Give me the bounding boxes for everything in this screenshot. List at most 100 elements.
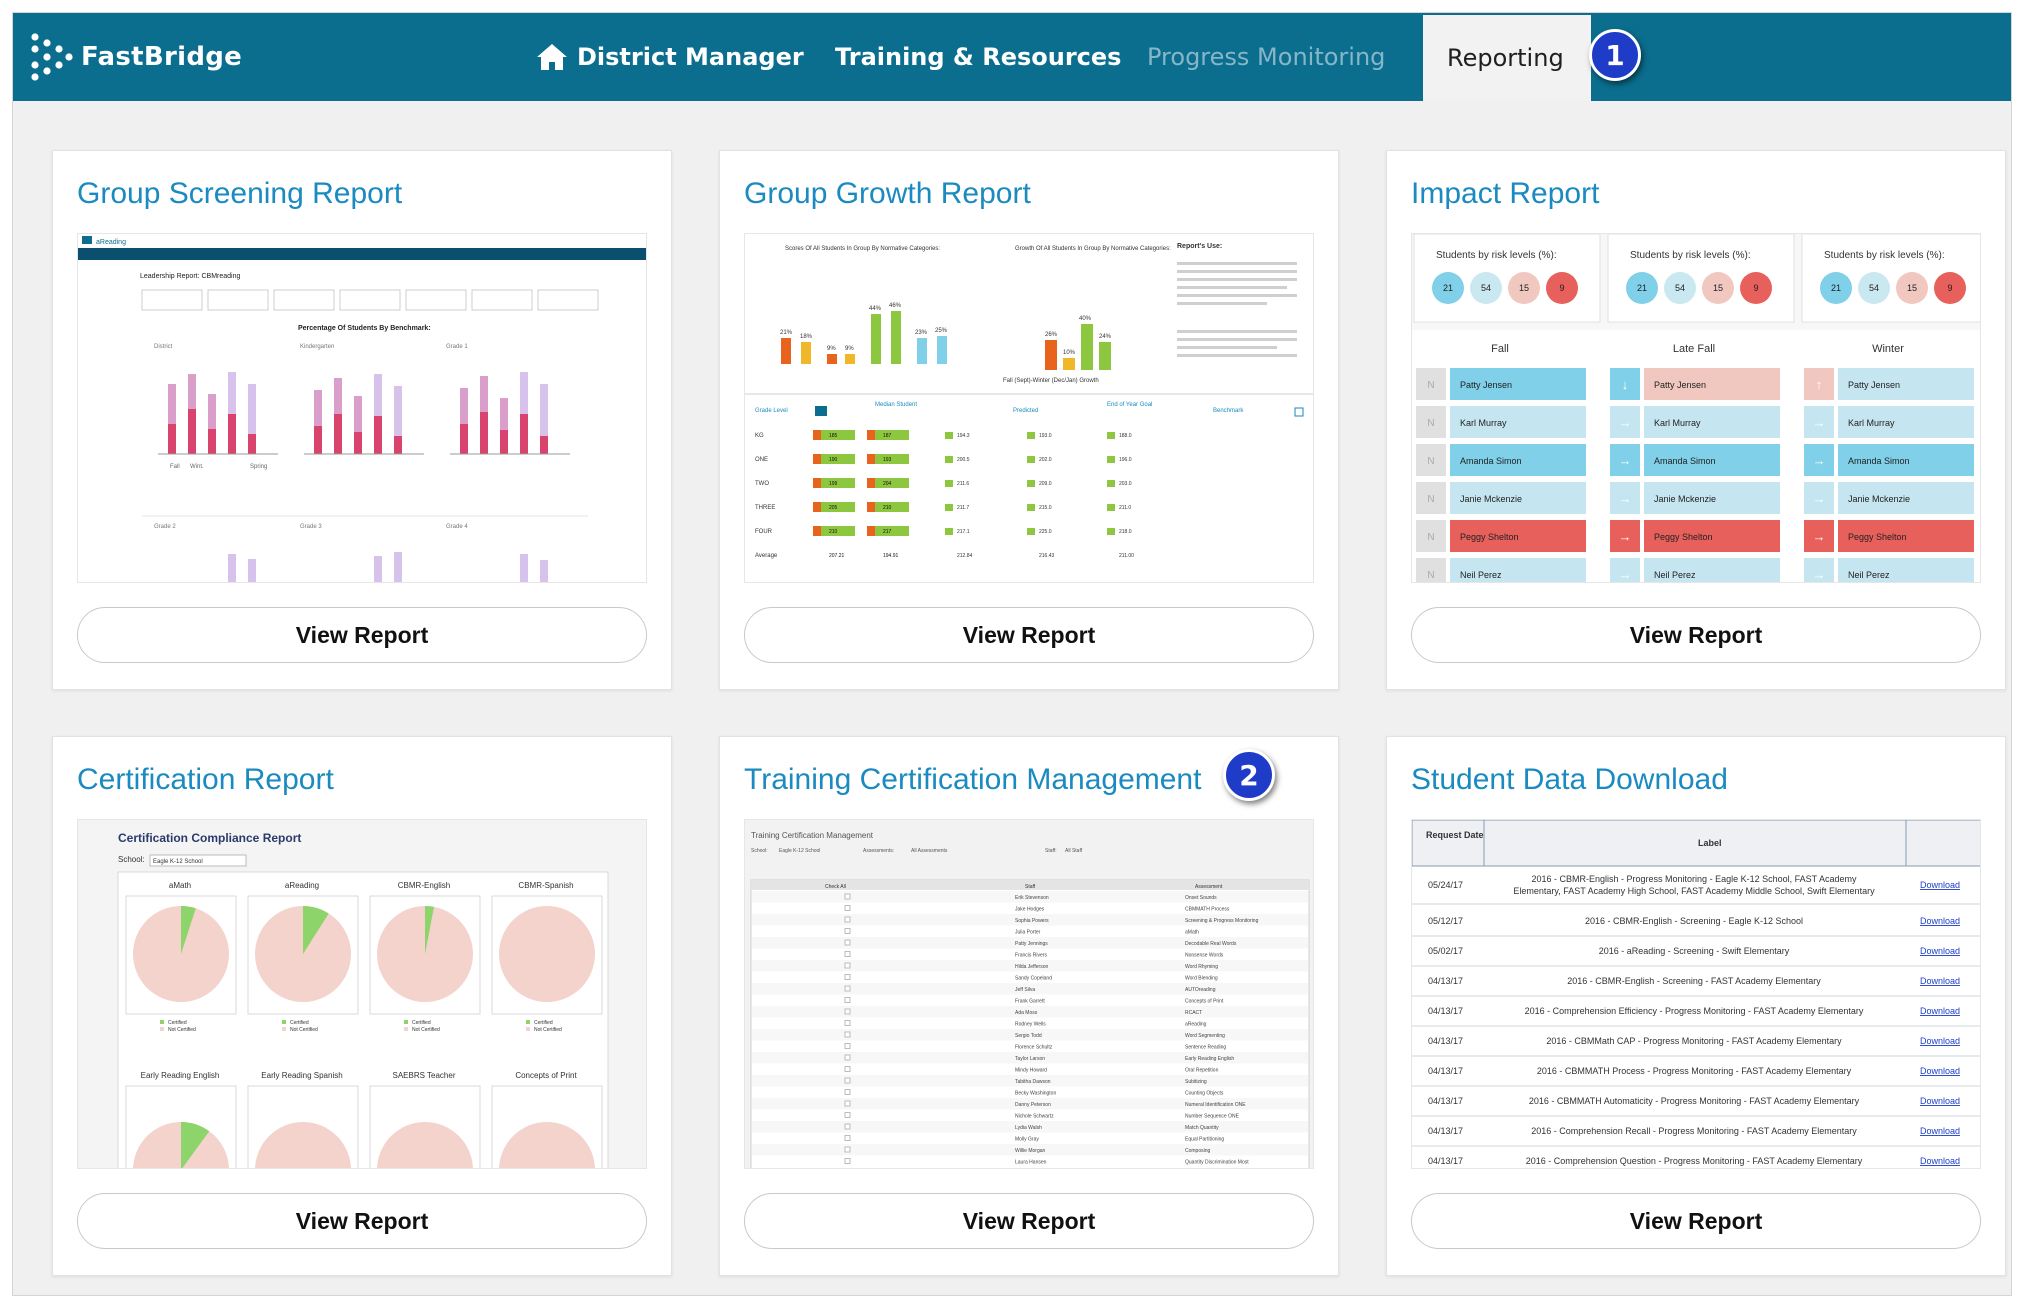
download-label: 2016 - CBMMath CAP - Progress Monitoring… bbox=[1546, 1036, 1842, 1046]
view-report-button[interactable]: View Report bbox=[744, 607, 1314, 663]
growth-fall-value: 207.21 bbox=[829, 553, 845, 559]
training-assessment: Oral Repetition bbox=[1185, 1068, 1219, 1074]
impact-arrow-icon: → bbox=[1813, 415, 1826, 430]
training-row-checkbox[interactable] bbox=[844, 1135, 851, 1141]
download-link[interactable]: Download bbox=[1920, 880, 1960, 890]
cert-legend-swatch bbox=[526, 1020, 530, 1024]
download-table: 05/24/17 2016 - CBMR-English - Progress M… bbox=[1412, 874, 1980, 1166]
training-row-checkbox[interactable] bbox=[844, 1054, 851, 1061]
view-report-button[interactable]: View Report bbox=[1411, 607, 1981, 663]
growth-pred-value: 200.5 bbox=[957, 457, 970, 463]
training-assessment: aReading bbox=[1185, 1022, 1207, 1028]
card-title[interactable]: Impact Report bbox=[1411, 177, 1600, 210]
training-row-checkbox[interactable] bbox=[844, 1146, 851, 1153]
growth-pred-value: 194.3 bbox=[957, 433, 970, 439]
training-row-stripe bbox=[752, 1144, 1308, 1156]
card-impact-report: Impact Report Students by risk levels (%… bbox=[1386, 150, 2006, 690]
view-report-button[interactable]: View Report bbox=[77, 1193, 647, 1249]
training-row-checkbox[interactable] bbox=[844, 893, 851, 900]
nav-training-resources[interactable]: Training & Resources bbox=[835, 13, 1121, 101]
training-row-checkbox[interactable] bbox=[844, 939, 851, 946]
growth-pred-marker bbox=[945, 480, 953, 487]
training-row-checkbox[interactable] bbox=[844, 905, 851, 911]
training-row-checkbox[interactable] bbox=[844, 962, 851, 969]
card-title[interactable]: Group Screening Report bbox=[77, 177, 403, 210]
download-link[interactable]: Download bbox=[1920, 976, 1960, 986]
download-link[interactable]: Download bbox=[1920, 946, 1960, 956]
training-row-stripe bbox=[752, 1052, 1308, 1064]
download-link[interactable]: Download bbox=[1920, 916, 1960, 926]
growth-bench-marker bbox=[1107, 528, 1115, 535]
nav-reporting[interactable]: Reporting bbox=[1423, 15, 1591, 101]
impact-risk-value: 9 bbox=[1559, 283, 1564, 293]
training-row-checkbox[interactable] bbox=[844, 1100, 851, 1107]
download-link[interactable]: Download bbox=[1920, 1156, 1960, 1166]
growth-pred-marker bbox=[945, 528, 953, 535]
cert-legend-swatch bbox=[526, 1027, 530, 1031]
impact-cell-icon bbox=[1416, 482, 1446, 514]
view-report-button[interactable]: View Report bbox=[1411, 1193, 1981, 1249]
training-row-checkbox[interactable] bbox=[844, 1020, 851, 1026]
download-link[interactable]: Download bbox=[1920, 1006, 1960, 1016]
nav-district-manager[interactable]: District Manager bbox=[535, 13, 804, 101]
training-row-checkbox[interactable] bbox=[844, 985, 851, 992]
training-staff-name: Willie Morgan bbox=[1015, 1148, 1046, 1154]
impact-risk-title: Students by risk levels (%): bbox=[1630, 250, 1751, 261]
growth-goal-value: 225.0 bbox=[1039, 529, 1052, 535]
training-row-checkbox[interactable] bbox=[844, 951, 851, 957]
impact-risk-value: 21 bbox=[1637, 283, 1647, 293]
training-row-checkbox[interactable] bbox=[844, 1043, 851, 1049]
training-row-stripe bbox=[752, 983, 1308, 995]
training-row-checkbox[interactable] bbox=[844, 916, 851, 923]
training-row-checkbox[interactable] bbox=[844, 1031, 851, 1038]
student-data-preview-image: Request Date Label 05/24/17 2016 - CBMR-E… bbox=[1412, 820, 1980, 1168]
growth-pred-value: 217.1 bbox=[957, 529, 970, 535]
cert-pie-label: Early Reading Spanish bbox=[261, 1071, 342, 1080]
card-title[interactable]: Group Growth Report bbox=[744, 177, 1031, 210]
card-title[interactable]: Certification Report bbox=[77, 763, 334, 796]
impact-risk-value: 54 bbox=[1481, 283, 1491, 293]
training-row-checkbox[interactable] bbox=[844, 1158, 851, 1164]
training-row-checkbox[interactable] bbox=[844, 928, 851, 934]
cert-pie-label: Early Reading English bbox=[141, 1071, 220, 1080]
impact-risk-circle bbox=[1508, 272, 1540, 304]
card-title[interactable]: Training Certification Management bbox=[744, 763, 1202, 796]
growth-fall-value: 210 bbox=[829, 529, 838, 535]
card-title[interactable]: Student Data Download bbox=[1411, 763, 1728, 796]
cert-pie-label: CBMR-English bbox=[398, 881, 450, 890]
view-report-button[interactable]: View Report bbox=[744, 1193, 1314, 1249]
screening-panel-label: District bbox=[154, 344, 173, 350]
nav-progress-monitoring[interactable]: Progress Monitoring bbox=[1147, 13, 1385, 101]
training-row-checkbox[interactable] bbox=[844, 997, 851, 1003]
growth-winter-bar-low bbox=[867, 502, 875, 512]
impact-student-cell bbox=[1450, 406, 1586, 438]
training-assessment: Composing bbox=[1185, 1148, 1211, 1154]
view-report-button[interactable]: View Report bbox=[77, 607, 647, 663]
growth-grade-label: Average bbox=[755, 553, 778, 559]
download-link[interactable]: Download bbox=[1920, 1036, 1960, 1046]
growth-fall-value: 199 bbox=[829, 481, 838, 487]
training-row-checkbox[interactable] bbox=[844, 1077, 851, 1084]
download-link[interactable]: Download bbox=[1920, 1096, 1960, 1106]
download-label: 2016 - Comprehension Recall - Progress M… bbox=[1531, 1126, 1857, 1136]
impact-student-cell bbox=[1838, 482, 1974, 514]
training-row-checkbox[interactable] bbox=[844, 1123, 851, 1130]
brand-logo[interactable]: FastBridge bbox=[29, 27, 242, 87]
growth-winter-bar-low bbox=[867, 526, 875, 536]
impact-risk-value: 15 bbox=[1519, 283, 1529, 293]
growth-change-value: 24% bbox=[1099, 334, 1112, 340]
cert-pie-label: Concepts of Print bbox=[515, 1071, 577, 1080]
training-row-checkbox[interactable] bbox=[844, 1112, 851, 1118]
training-row-checkbox[interactable] bbox=[844, 1066, 851, 1072]
training-row-checkbox[interactable] bbox=[844, 974, 851, 980]
impact-student-name: Janie Mckenzie bbox=[1460, 494, 1522, 504]
screening-panel-label: Grade 3 bbox=[300, 524, 322, 530]
training-row-checkbox[interactable] bbox=[844, 1089, 851, 1095]
impact-risk-circle bbox=[1934, 272, 1966, 304]
growth-right-title: Report's Use: bbox=[1177, 243, 1222, 250]
download-link[interactable]: Download bbox=[1920, 1066, 1960, 1076]
training-row-checkbox[interactable] bbox=[844, 1008, 851, 1015]
growth-col-header: Predicted bbox=[1013, 408, 1038, 414]
growth-winter-bar-low bbox=[867, 430, 875, 440]
download-link[interactable]: Download bbox=[1920, 1126, 1960, 1136]
